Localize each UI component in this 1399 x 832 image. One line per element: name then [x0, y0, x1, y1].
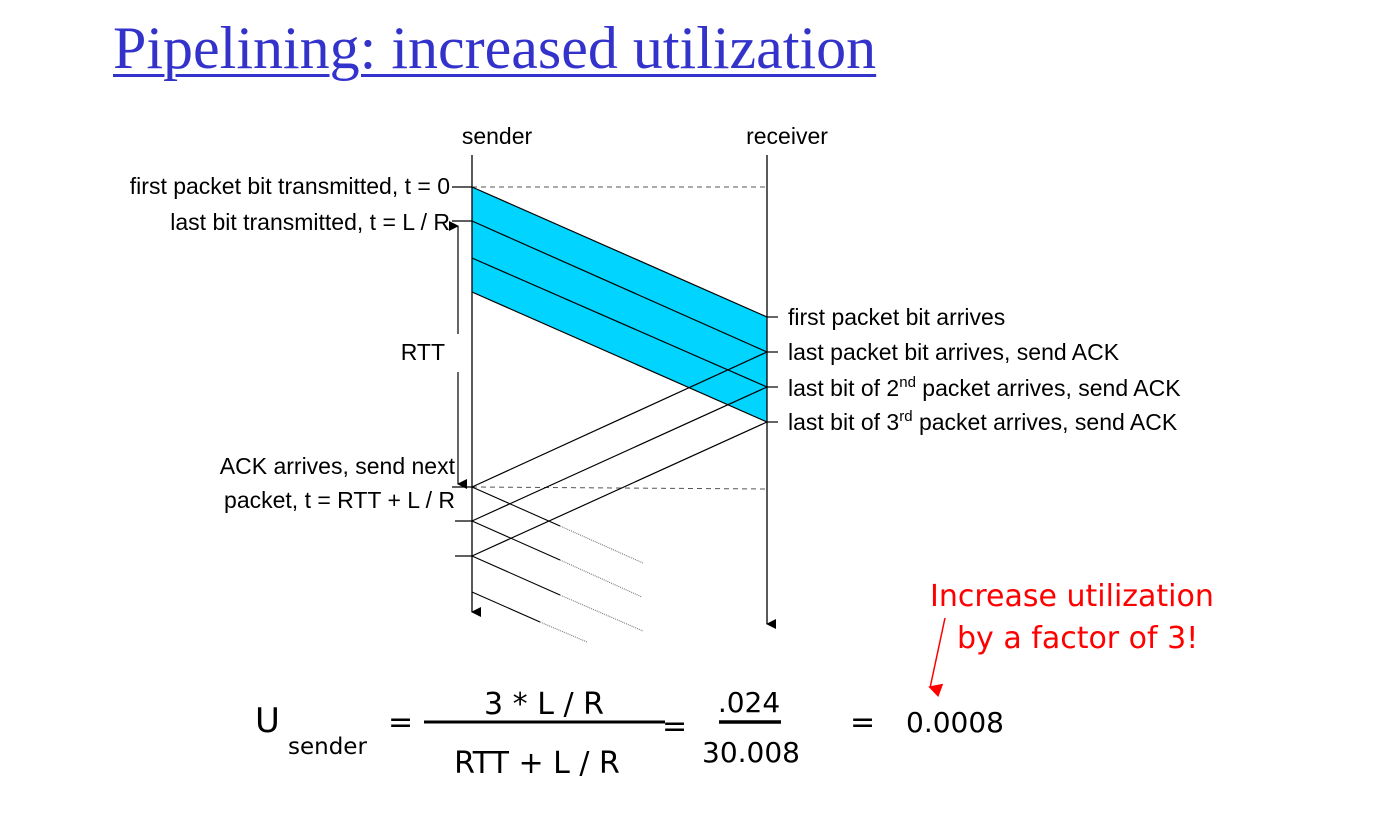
- formula-u: U: [255, 701, 280, 741]
- dashed-ack: [471, 486, 768, 490]
- ack-arrives-label: ACK arrives, send next: [220, 453, 456, 479]
- receiver-label: receiver: [746, 123, 828, 149]
- formula-num2: .024: [718, 686, 780, 719]
- last-bit-label: last bit transmitted, t = L / R: [170, 209, 450, 235]
- annotation-line2: by a factor of 3!: [957, 621, 1198, 656]
- sender-label: sender: [462, 123, 533, 149]
- formula-num1: 3 * L / R: [484, 687, 604, 722]
- formula-result: 0.0008: [906, 706, 1004, 739]
- packet-band: [472, 187, 767, 422]
- third-arrives-label: last bit of 3rd packet arrives, send ACK: [788, 408, 1178, 435]
- second-arrives-label: last bit of 2nd packet arrives, send ACK: [788, 374, 1181, 401]
- annotation-arrow: [928, 617, 946, 697]
- formula-subscript: sender: [288, 734, 367, 760]
- formula-den2: 30.008: [702, 736, 800, 769]
- rtt-label: RTT: [401, 339, 445, 365]
- last-arrives-label: last packet bit arrives, send ACK: [788, 339, 1120, 365]
- ack-lines: [471, 351, 768, 557]
- ack-time-label: packet, t = RTT + L / R: [224, 487, 455, 513]
- next-packet-lines: [471, 486, 644, 643]
- first-arrives-label: first packet bit arrives: [788, 304, 1005, 330]
- annotation-line1: Increase utilization: [930, 579, 1214, 614]
- packet-lines: [471, 186, 768, 423]
- formula-den1: RTT + L / R: [454, 746, 620, 781]
- first-bit-label: first packet bit transmitted, t = 0: [130, 173, 450, 199]
- formula-eq2: =: [662, 709, 687, 744]
- formula-eq1: =: [388, 705, 413, 740]
- slide-title: Pipelining: increased utilization: [113, 15, 877, 81]
- formula-eq3: =: [850, 705, 875, 740]
